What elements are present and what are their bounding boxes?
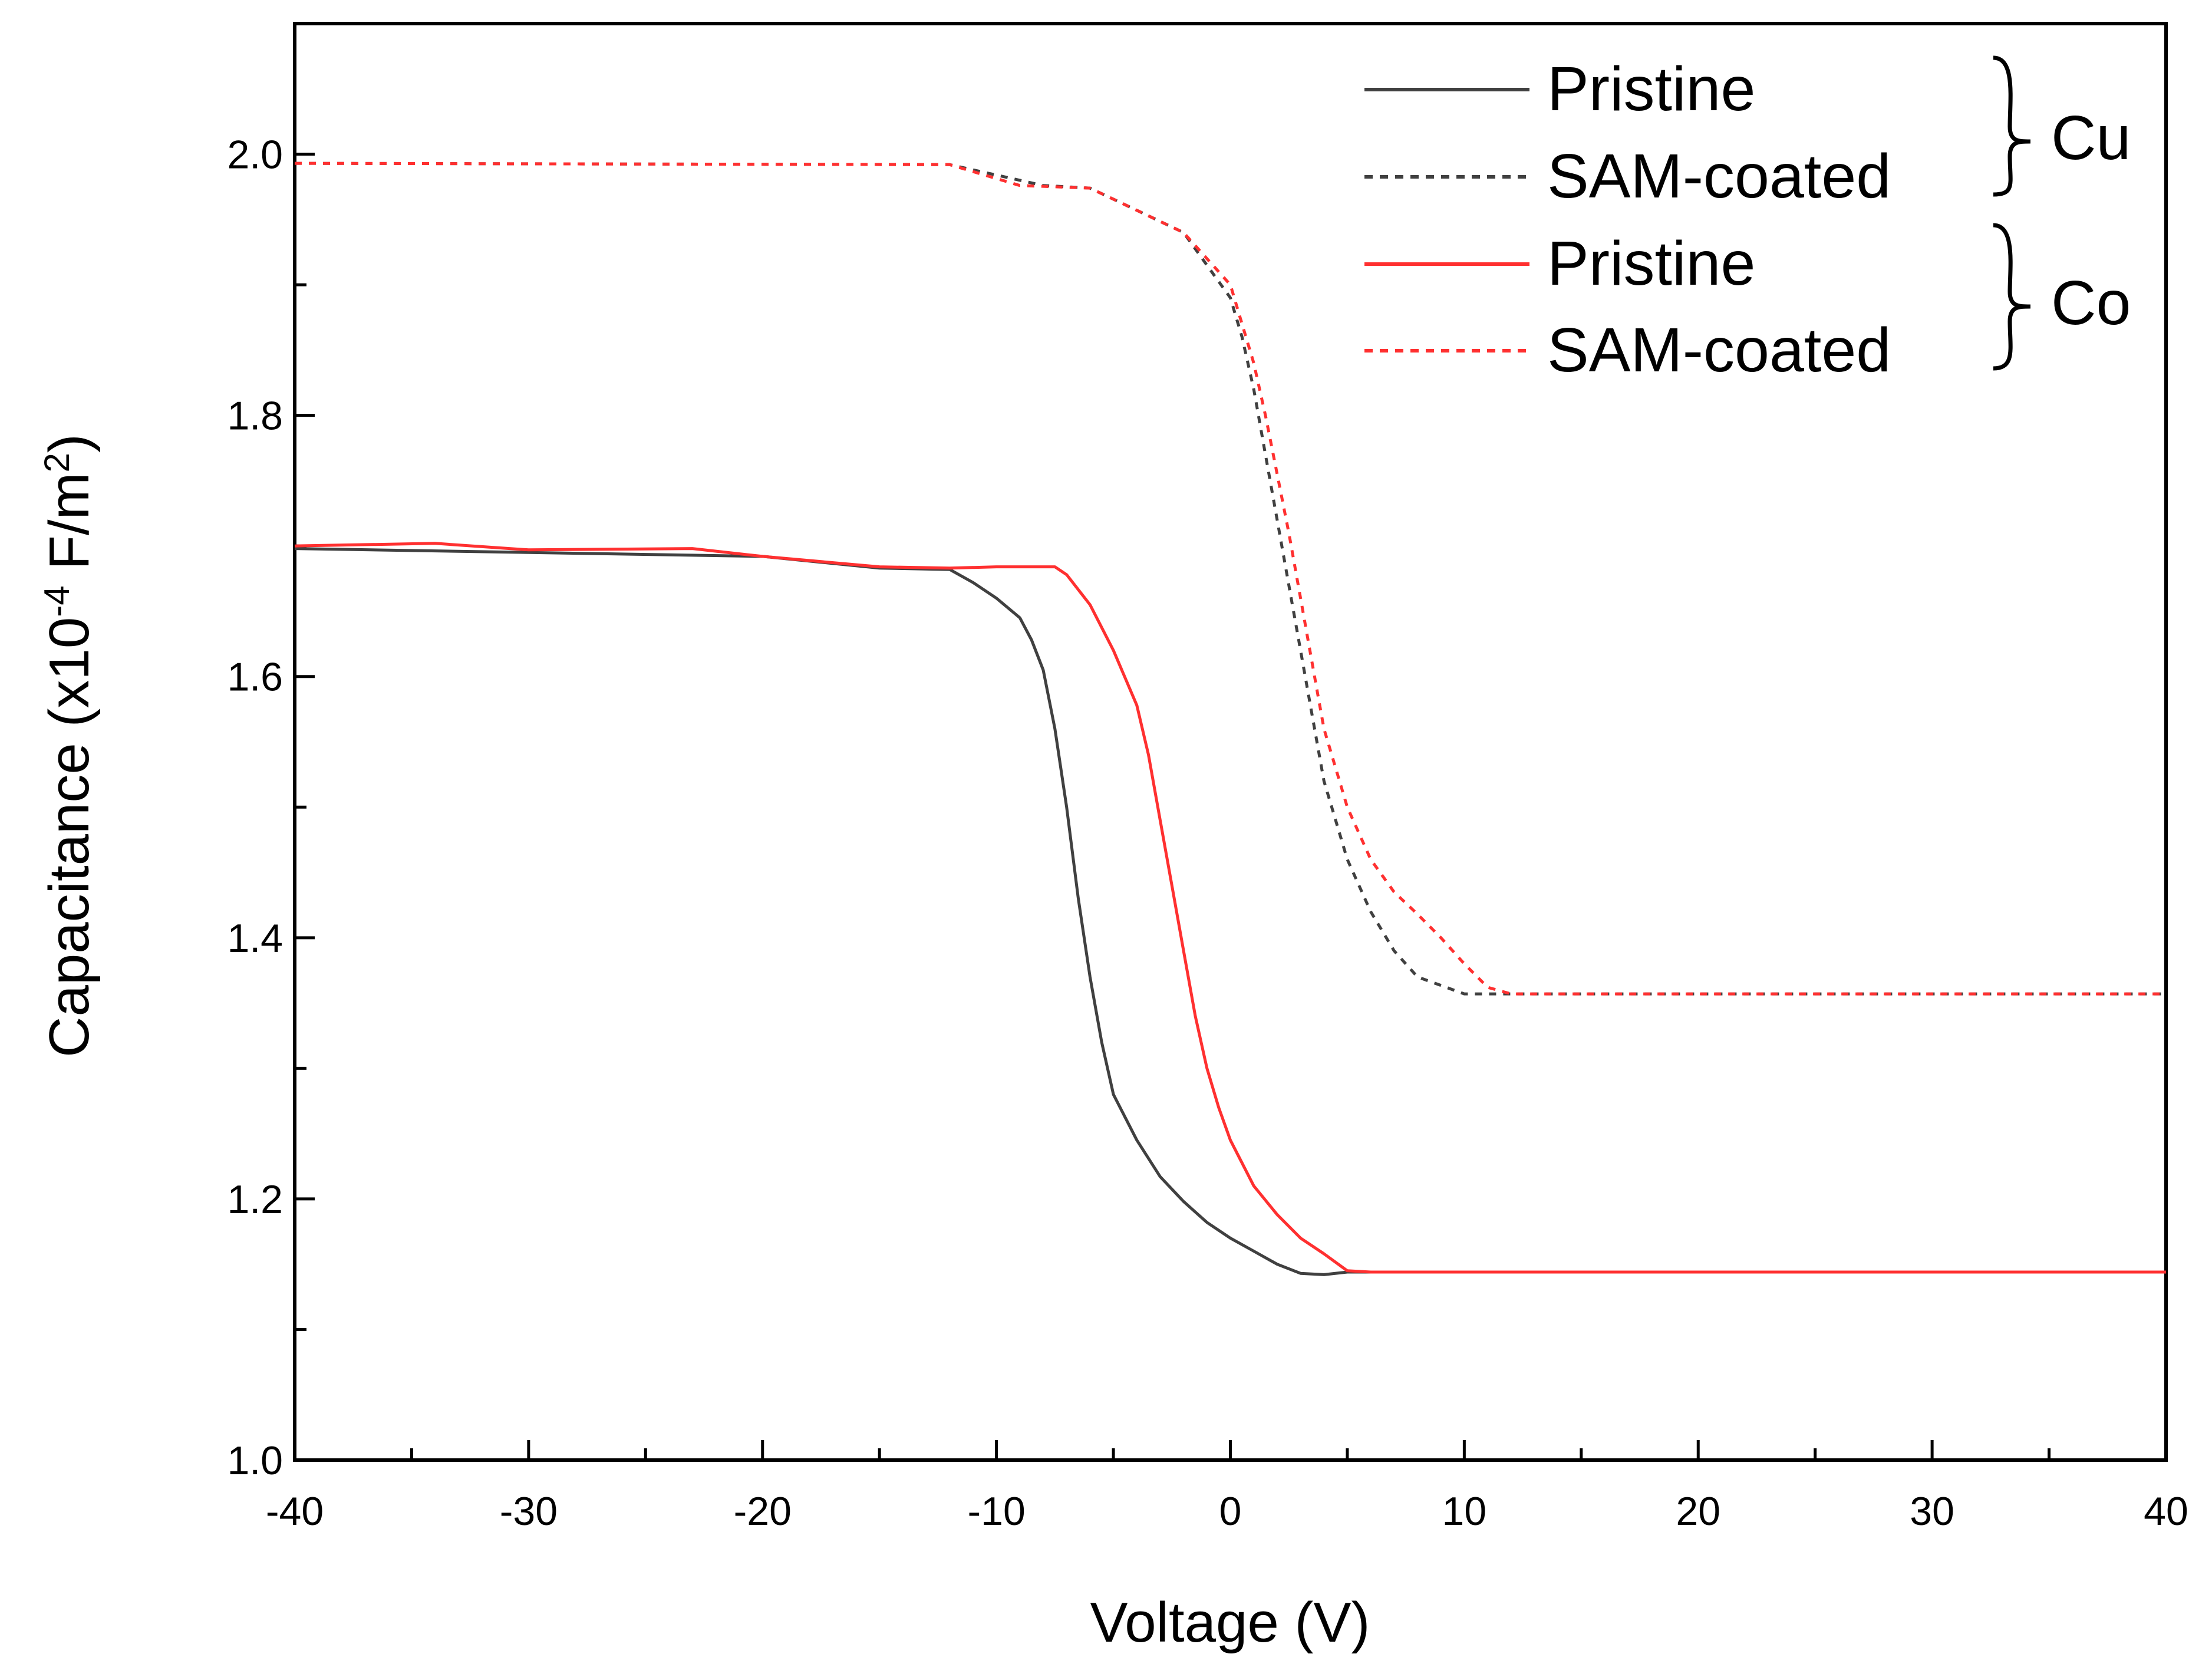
x-tick-label: -10 [967,1489,1025,1534]
x-tick-label: 40 [2144,1489,2188,1534]
legend: Pristine SAM-coated Pristine SAM-coated … [1364,54,2131,385]
axis-ticks [293,153,2168,1462]
x-tick-label: -20 [734,1489,792,1534]
y-axis-title-exponent: -4 [37,585,77,617]
x-tick-label: 0 [1219,1489,1242,1534]
y-axis-title-suffix: ) [38,434,101,453]
legend-brace-co [1993,223,2031,371]
legend-label-co-sam-coated: SAM-coated [1547,315,1891,385]
legend-group-label-cu: Cu [2051,103,2131,173]
series-lines [294,162,2166,1276]
x-tick-labels: -40 -30 -20 -10 0 10 20 30 40 [266,1489,2188,1534]
y-tick-label: 1.8 [227,394,283,439]
x-tick-label: -40 [266,1489,324,1534]
y-axis-title-unit: F/m [38,472,101,585]
y-axis-title-prefix: Capacitance (x10 [38,617,101,1057]
legend-label-cu-pristine: Pristine [1547,54,1755,124]
y-axis-title-unit-exponent: 2 [37,453,77,472]
y-tick-label: 1.4 [227,916,283,961]
y-tick-label: 1.6 [227,655,283,700]
y-tick-labels: 1.0 1.2 1.4 1.6 1.8 2.0 [227,133,283,1483]
x-tick-label: 30 [1910,1489,1954,1534]
legend-label-co-pristine: Pristine [1547,229,1755,298]
y-tick-label: 1.2 [227,1177,283,1222]
x-tick-label: 10 [1442,1489,1487,1534]
legend-label-cu-sam-coated: SAM-coated [1547,141,1891,211]
series-line-cu-pristine [294,547,2166,1276]
series-line-co-sam-coated [294,162,2166,996]
legend-group-label-co: Co [2051,268,2131,338]
y-tick-label: 2.0 [227,133,283,177]
y-tick-label: 1.0 [227,1438,283,1483]
y-axis-title: Capacitance (x10-4 F/m2) [37,434,101,1057]
legend-brace-cu [1993,55,2031,197]
series-line-co-pristine [294,542,2166,1274]
x-tick-label: 20 [1676,1489,1720,1534]
x-tick-label: -30 [500,1489,558,1534]
x-axis-title: Voltage (V) [1090,1591,1370,1654]
